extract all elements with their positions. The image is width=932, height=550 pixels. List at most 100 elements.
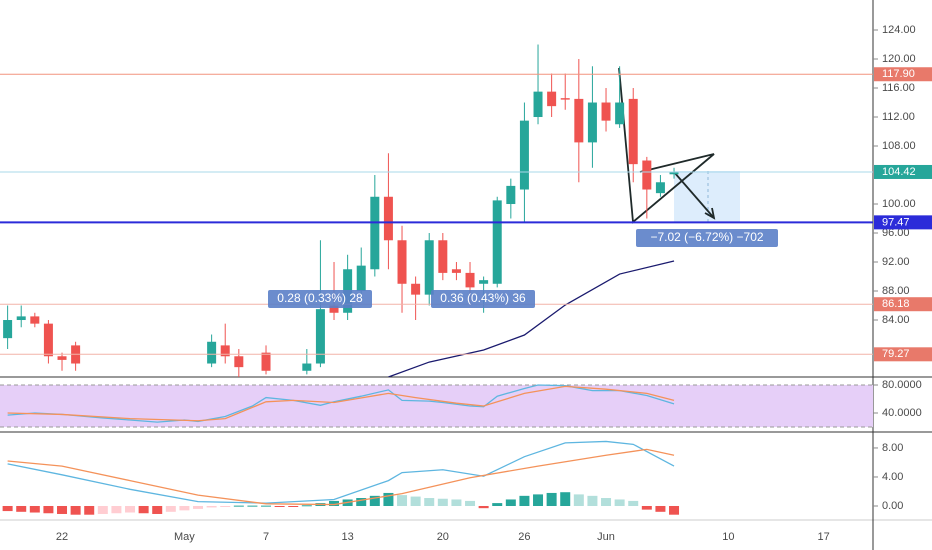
histogram-bar [165, 505, 176, 512]
y-tick-label: 88.00 [882, 285, 910, 297]
histogram-bar [301, 505, 312, 507]
histogram-bar [111, 505, 122, 514]
y-tick-label: 0.00 [882, 500, 903, 512]
histogram-bar [505, 499, 516, 506]
histogram-bar [465, 500, 476, 506]
candle-body [220, 345, 230, 357]
histogram-bar [451, 499, 462, 506]
histogram-bar [193, 505, 204, 509]
histogram-bar [16, 505, 27, 512]
candle-body [601, 102, 611, 121]
candle-body [560, 98, 570, 100]
pane [3, 44, 679, 377]
y-tick-label: 112.00 [882, 111, 915, 123]
histogram-bar [43, 505, 54, 514]
line-series [7, 384, 675, 423]
candle-body [3, 320, 13, 339]
histogram-bar [655, 505, 666, 512]
y-tick-label: 92.00 [882, 256, 910, 268]
histogram-bar [533, 494, 544, 506]
candle-body [628, 98, 638, 165]
candle-body [411, 283, 421, 295]
price-label: 117.90 [882, 68, 915, 80]
candle-body [669, 171, 679, 175]
candle-body [261, 352, 271, 371]
x-tick-label: 22 [56, 531, 68, 543]
rsi-band [0, 384, 873, 428]
histogram-bar [369, 495, 380, 506]
histogram-bar [641, 505, 652, 510]
candle-body [479, 280, 489, 284]
histogram-bar [70, 505, 81, 515]
line-series [7, 385, 675, 422]
histogram-bar [614, 499, 625, 506]
histogram-bar [97, 505, 108, 514]
candle-body [655, 182, 665, 194]
candle-body [492, 200, 502, 284]
y-tick-label: 8.00 [882, 442, 903, 454]
candle-body [533, 91, 543, 118]
price-label-box [874, 215, 932, 230]
measure-label-box [431, 290, 535, 308]
candle-body [383, 196, 393, 241]
histogram-bar [356, 498, 367, 506]
histogram-bar [233, 505, 244, 507]
x-tick-label: 17 [818, 531, 830, 543]
price-label: 86.18 [882, 298, 910, 310]
candle-body [574, 98, 584, 143]
y-tick-label: 40.0000 [882, 407, 922, 419]
histogram-bar [437, 498, 448, 506]
histogram-bar [546, 492, 557, 506]
histogram-bar [84, 505, 95, 515]
y-tick-label: 84.00 [882, 314, 910, 326]
y-tick-label: 96.00 [882, 227, 910, 239]
histogram-bar [410, 496, 421, 506]
measure-label-box [268, 290, 372, 308]
candle-body [30, 316, 40, 324]
price-label: 104.42 [882, 166, 916, 178]
candle-body [506, 185, 516, 205]
line-series [7, 440, 675, 504]
histogram-bar [288, 505, 299, 507]
x-tick-label: May [174, 531, 195, 543]
x-tick-label: 7 [263, 531, 269, 543]
candle-body [329, 305, 339, 313]
candle-body [43, 323, 53, 357]
x-tick-label: 13 [341, 531, 353, 543]
candle-body [519, 120, 529, 190]
triangle-drawing [618, 67, 716, 224]
x-tick-label: 10 [722, 531, 734, 543]
measure-label: 0.36 (0.43%) 36 [440, 291, 526, 305]
line-series [388, 260, 675, 377]
candle-body [438, 240, 448, 273]
histogram-bar [383, 492, 394, 506]
candle-body [587, 102, 597, 143]
histogram-bar [669, 505, 680, 515]
histogram-bar [179, 505, 190, 511]
y-tick-label: 100.00 [882, 198, 916, 210]
histogram-bar [2, 505, 13, 512]
histogram-bar [29, 505, 40, 513]
candle-body [642, 160, 652, 190]
histogram-bar [601, 498, 612, 506]
pane [2, 440, 680, 515]
candle-body [424, 240, 434, 295]
histogram-bar [478, 505, 489, 509]
y-tick-label: 4.00 [882, 471, 903, 483]
candle-body [397, 240, 407, 284]
histogram-bar [138, 505, 149, 514]
price-label-box [874, 297, 932, 312]
histogram-bar [573, 494, 584, 506]
candle-body [16, 316, 26, 321]
price-label-box [874, 347, 932, 362]
x-tick-label: Jun [597, 531, 615, 543]
price-label: 97.47 [882, 216, 910, 228]
histogram-bar [628, 500, 639, 506]
y-tick-label: 108.00 [882, 140, 916, 152]
candle-body [370, 196, 380, 270]
candle-body [315, 309, 325, 364]
candle-body [465, 272, 475, 288]
y-tick-label: 124.00 [882, 24, 916, 36]
y-tick-label: 80.0000 [882, 379, 922, 391]
price-label: 79.27 [882, 348, 910, 360]
